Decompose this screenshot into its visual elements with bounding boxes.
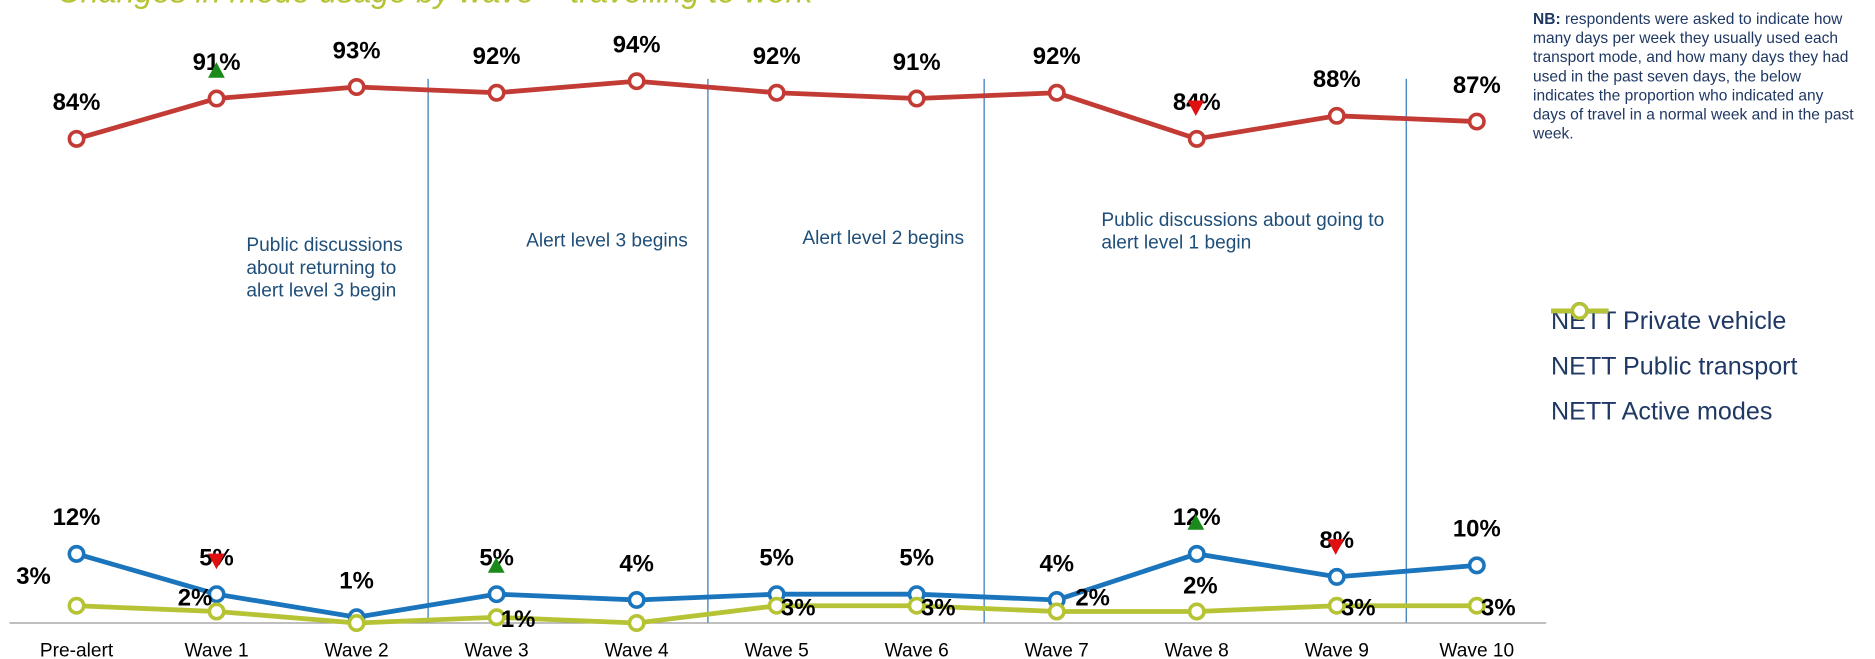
data-point [487,585,506,604]
x-tick-label: Wave 10 [1439,640,1514,658]
data-label: 92% [1033,43,1081,70]
down-marker [1327,539,1345,555]
data-label: 2% [1183,573,1218,600]
data-label: 3% [921,594,956,621]
data-point [1187,544,1206,563]
data-label: 93% [333,37,381,64]
data-point [767,83,786,102]
data-label: 91% [893,49,941,76]
significance-markers [208,62,1345,573]
data-label: 87% [1453,72,1501,99]
data-label: 12% [53,504,101,531]
data-point [67,129,86,148]
data-label: 88% [1313,66,1361,93]
data-point [627,614,646,632]
x-tick-label: Wave 4 [605,640,669,658]
dividers [427,78,1407,624]
data-label: 84% [53,89,101,116]
data-label: 5% [899,544,934,571]
x-tick-label: Wave 1 [184,640,248,658]
data-point [767,596,786,615]
data-point [627,590,646,609]
x-tick-label: Wave 7 [1025,640,1089,658]
data-point [1467,596,1486,615]
up-marker [1187,514,1205,530]
down-marker [208,553,225,570]
data-label: 5% [759,544,794,571]
data-point [207,89,226,108]
data-label: 1% [501,606,536,633]
data-label: 94% [613,32,661,59]
data-point [1327,106,1346,125]
legend-entry: NETT Active modes [1550,301,1798,435]
data-point [1047,83,1066,102]
annotation: Public discussions about going to alert … [1101,210,1385,254]
data-point [487,608,506,627]
down-marker [1187,100,1205,116]
data-point [1047,602,1066,621]
x-tick-label: Pre-alert [40,640,114,658]
data-label: 92% [473,43,521,70]
data-point [1467,556,1486,575]
data-label: 2% [178,585,213,612]
legend-swatch [1550,301,1609,320]
data-point [1187,602,1206,621]
legend-marker [1570,301,1589,320]
data-label: 3% [781,594,816,621]
up-marker [208,62,225,78]
legend-label: NETT Active modes [1550,398,1773,426]
data-point [487,83,506,102]
x-tick-label: Wave 2 [325,640,389,658]
data-label: 10% [1453,516,1501,543]
data-point [907,89,926,108]
x-tick-label: Wave 8 [1165,640,1229,658]
data-point [1327,567,1346,586]
data-label: 2% [1075,585,1110,612]
data-point [207,585,226,604]
data-point [1187,129,1206,148]
note-text: respondents were asked to indicate how m… [1533,9,1854,143]
data-label: 3% [1481,594,1516,621]
data-label: 3% [16,563,51,590]
x-tick-label: Wave 5 [745,640,809,658]
data-point [907,596,926,615]
data-label: 4% [619,550,654,577]
x-tick-label: Wave 9 [1305,640,1369,658]
chart-title: Changes in mode usage by wave – travelli… [57,0,814,9]
data-point [627,72,646,91]
legend: NETT Private vehicle NETT Public transpor… [1550,299,1798,435]
x-tick-label: Wave 3 [465,640,529,658]
data-point [207,602,226,621]
data-point [347,614,366,632]
data-point [67,544,86,563]
data-label: 92% [753,43,801,70]
legend-label: NETT Public transport [1550,352,1798,381]
data-label: 4% [1039,550,1074,577]
annotation: Alert level 3 begins [526,230,688,252]
data-point [1467,112,1486,131]
x-tick-label: Wave 6 [885,640,949,658]
up-marker [487,557,505,573]
annotation: Public discussions about returning to al… [246,235,403,302]
data-point [1327,596,1346,615]
data-point [347,78,366,96]
note-label: NB: [1533,9,1561,28]
note: NB: respondents were asked to indicate h… [1533,10,1856,144]
annotation: Alert level 2 begins [802,228,965,249]
data-label: 1% [339,568,374,595]
data-point [67,596,86,615]
data-label: 3% [1341,594,1376,621]
legend-entry: NETT Public transport [1550,301,1798,389]
